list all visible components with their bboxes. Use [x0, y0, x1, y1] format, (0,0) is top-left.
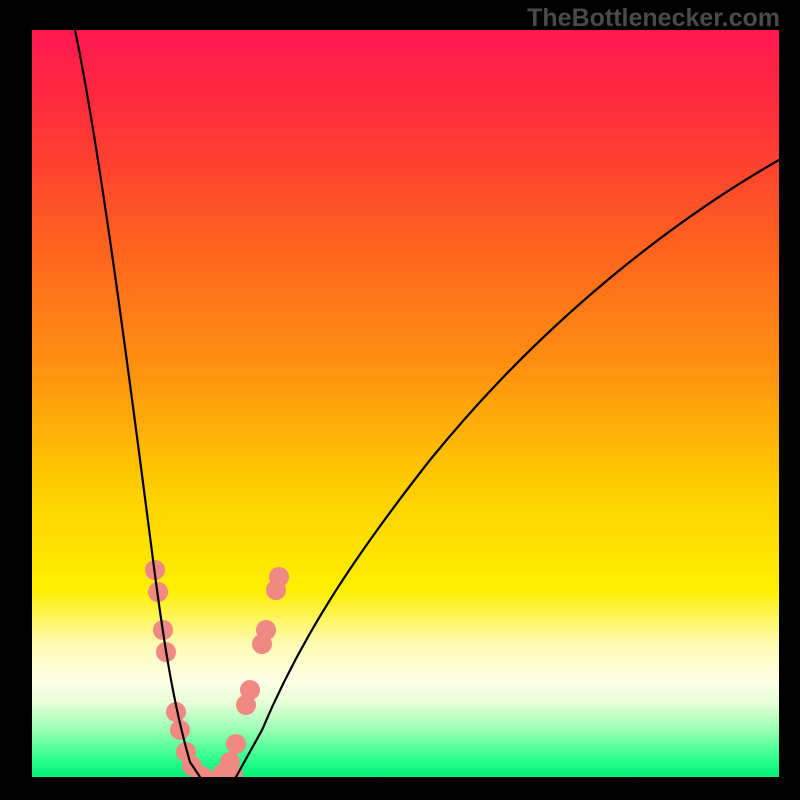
marker-right-5: [236, 695, 256, 715]
chart-svg: [0, 0, 800, 800]
plot-gradient-area: [32, 30, 779, 777]
marker-right-3: [252, 634, 272, 654]
marker-right-1: [266, 580, 286, 600]
watermark-label: TheBottlenecker.com: [527, 4, 780, 33]
marker-right-6: [226, 734, 246, 754]
chart-container: [0, 0, 800, 800]
bottom-arc: [198, 773, 238, 778]
